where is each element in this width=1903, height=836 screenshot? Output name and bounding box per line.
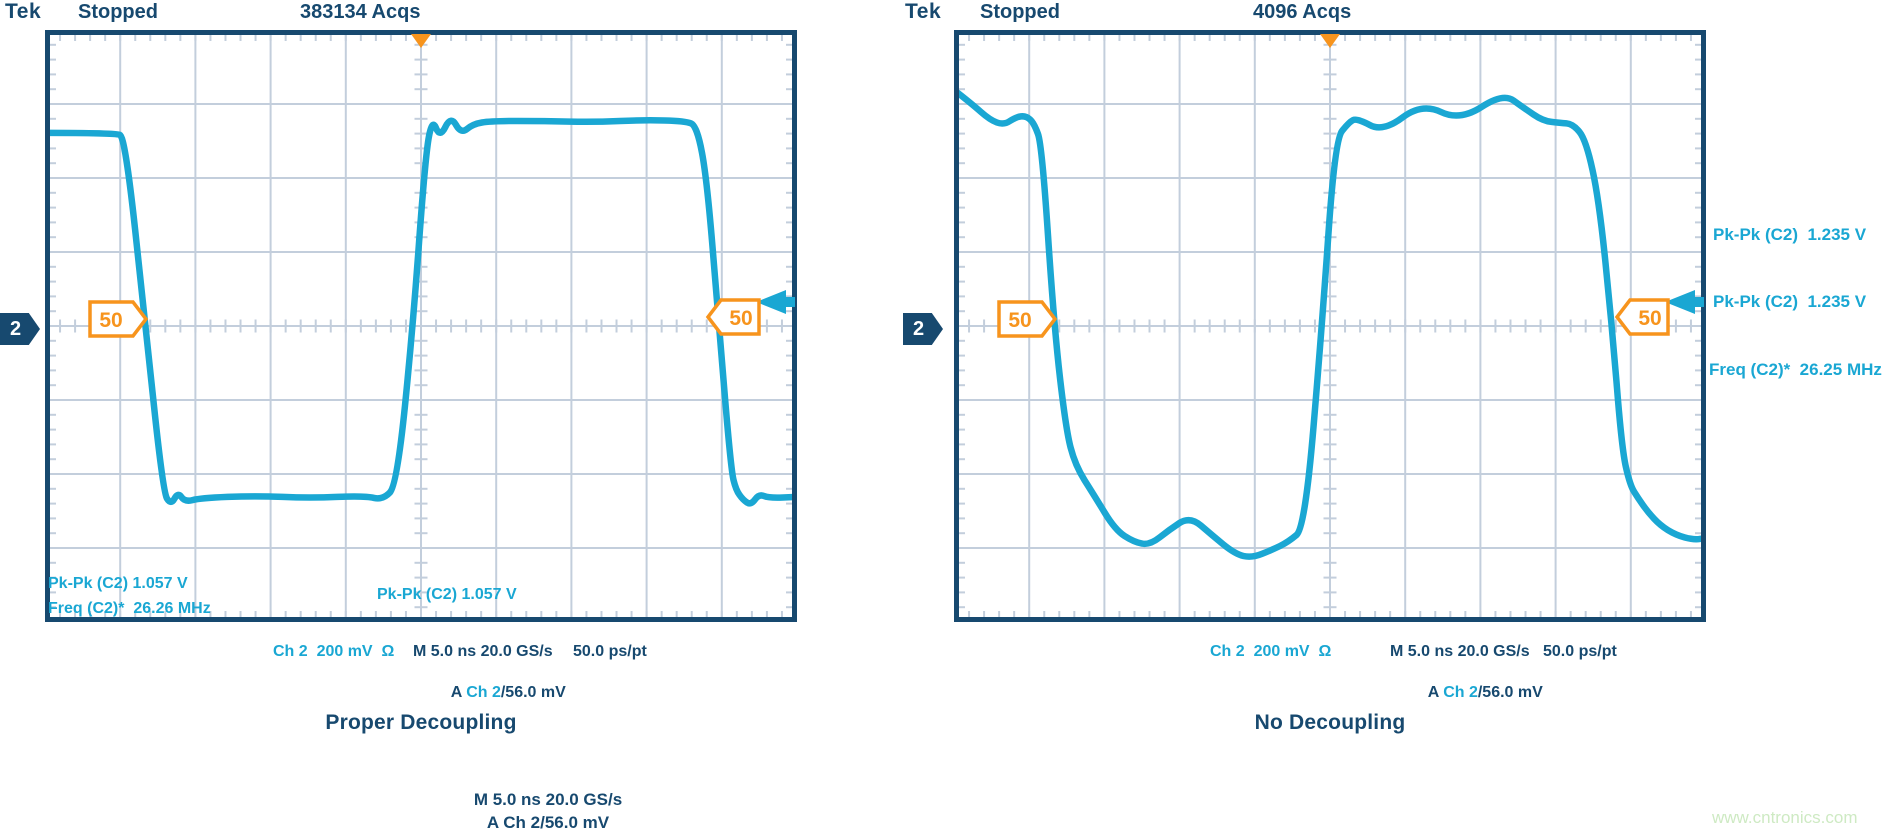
measurement-pkpk: Pk-Pk (C2) 1.235 V — [1713, 225, 1867, 244]
trigger-level-badge-right — [1614, 298, 1670, 336]
trigger-level-arrow-icon — [756, 290, 795, 314]
acquisition-status: Stopped — [78, 1, 158, 23]
measurement-pkpk-2: Pk-Pk (C2) 1.057 V — [377, 586, 517, 603]
status-trigger: A Ch 2/56.0 mV — [433, 666, 566, 720]
status-timebase: M 5.0 ns 20.0 GS/s — [1390, 643, 1530, 660]
trigger-source: Ch 2 — [1443, 684, 1478, 701]
trigger-position-icon — [411, 34, 431, 48]
trigger-level: /56.0 mV — [1477, 684, 1543, 701]
status-trigger: A Ch 2/56.0 mV — [1410, 666, 1543, 720]
acquisition-status: Stopped — [980, 1, 1060, 23]
channel-2-badge: 2 — [903, 313, 943, 345]
trigger-prefix: A — [1427, 684, 1444, 701]
trigger-level-badge-right — [705, 298, 761, 336]
trigger-level-arrow-icon — [1665, 290, 1704, 314]
tek-logo: Tek — [905, 0, 942, 23]
watermark: www.cntronics.com — [1712, 808, 1858, 827]
status-timebase: M 5.0 ns 20.0 GS/s — [413, 643, 553, 660]
status-resolution: 50.0 ps/pt — [1543, 643, 1617, 660]
waveform-trace — [45, 117, 797, 507]
measurement-freq: Freq (C2)* 26.26 MHz — [48, 600, 211, 617]
graticule-border — [954, 30, 1706, 622]
measurement-freq: Freq (C2)* 26.25 MHz — [1709, 360, 1882, 379]
trigger-source: Ch 2 — [466, 684, 501, 701]
footer-timebase: M 5.0 ns 20.0 GS/s — [473, 790, 623, 809]
status-channel-scale: Ch 2 200 mV Ω — [1210, 643, 1332, 660]
trigger-level-badge-left-label: 50 — [99, 309, 122, 332]
acquisition-count: 383134 Acqs — [300, 1, 421, 23]
trigger-level-badge-left-label: 50 — [1008, 309, 1031, 332]
footer-trigger: A Ch 2/56.0 mV — [486, 813, 610, 832]
status-channel-scale: Ch 2 200 mV Ω — [273, 643, 395, 660]
graticule-border — [45, 30, 797, 622]
channel-2-badge: 2 — [0, 313, 40, 345]
trigger-level: /56.0 mV — [500, 684, 566, 701]
graticule-display: 50 50 — [45, 30, 797, 622]
trigger-level-badge-left — [88, 300, 149, 338]
measurement-pkpk-2: Pk-Pk (C2) 1.235 V — [1713, 292, 1867, 311]
status-resolution: 50.0 ps/pt — [573, 643, 647, 660]
trigger-prefix: A — [450, 684, 467, 701]
tek-logo: Tek — [5, 0, 42, 23]
trigger-level-badge-right-label: 50 — [729, 307, 752, 330]
graticule-display: 50 50 — [954, 30, 1706, 622]
caption-proper-decoupling: Proper Decoupling — [325, 711, 517, 734]
waveform-trace — [954, 86, 1706, 560]
trigger-level-badge-left — [997, 300, 1058, 338]
acquisition-count: 4096 Acqs — [1253, 1, 1352, 23]
caption-no-decoupling: No Decoupling — [1254, 711, 1406, 734]
trigger-position-icon — [1320, 34, 1340, 48]
trigger-level-badge-right-label: 50 — [1638, 307, 1661, 330]
measurement-pkpk: Pk-Pk (C2) 1.057 V — [48, 575, 188, 592]
